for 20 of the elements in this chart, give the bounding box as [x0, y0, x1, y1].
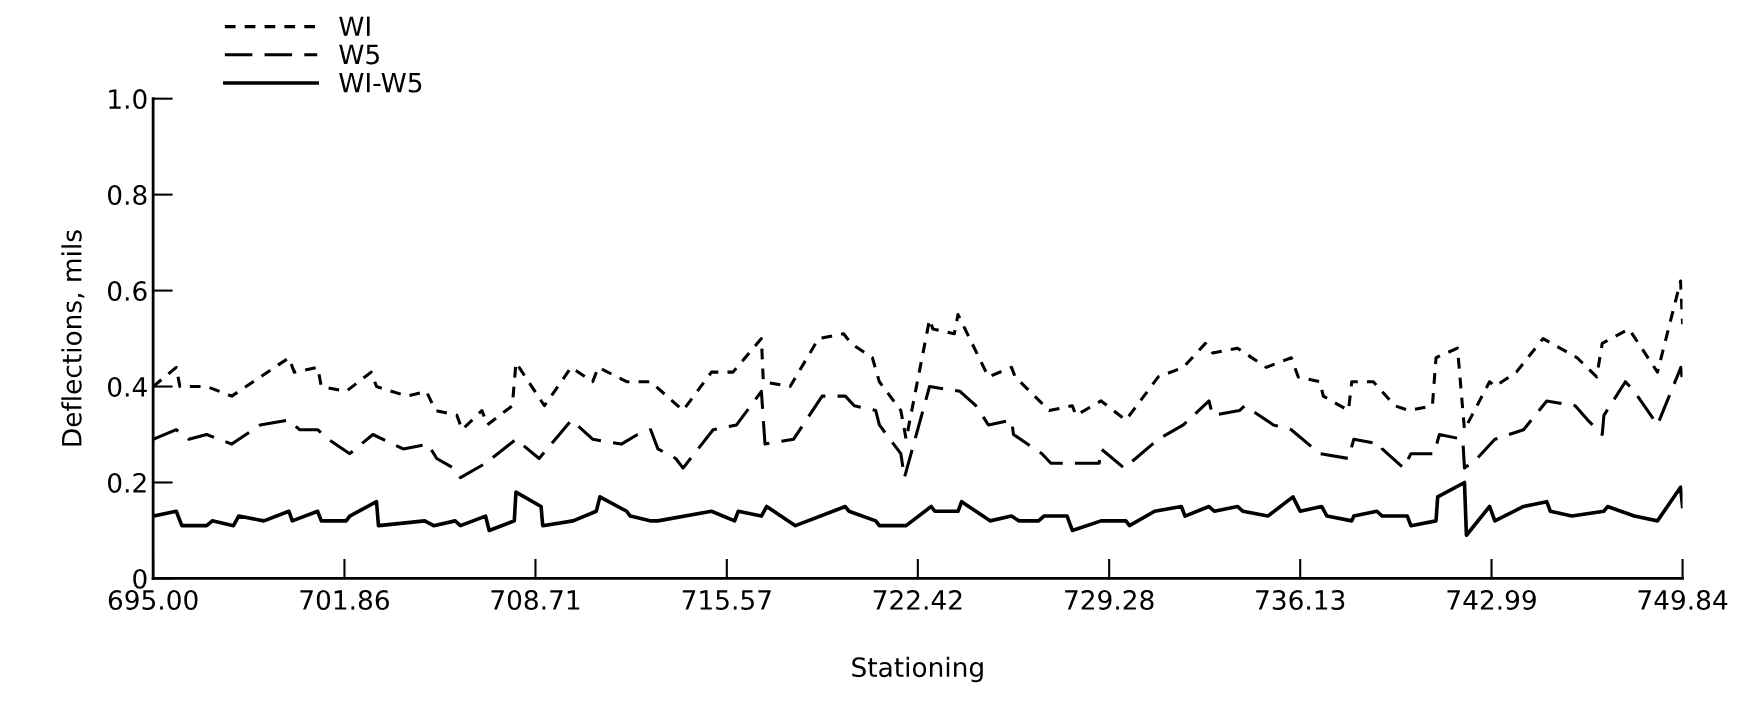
y-tick-label: 1.0: [109, 89, 147, 110]
y-tick-label: 0.4: [108, 376, 147, 397]
legend-label: WI: [339, 16, 370, 36]
y-tick-label: 0.2: [108, 472, 146, 493]
x-tick-label: 695.00: [108, 590, 198, 610]
y-tick-label: 0: [133, 568, 147, 589]
x-tick-label: 715.57: [682, 590, 771, 610]
x-tick-label: 736.13: [1256, 590, 1345, 610]
x-tick-label: 742.99: [1447, 590, 1536, 610]
legend-label: WI-W5: [339, 72, 422, 93]
x-tick-label: 749.84: [1638, 590, 1728, 610]
x-axis-title: Stationing: [852, 656, 983, 683]
y-axis-title: Deflections, mils: [61, 230, 85, 446]
x-tick-label: 708.71: [491, 590, 580, 610]
x-tick-label: 701.86: [300, 590, 389, 610]
legend-label: W5: [339, 44, 379, 65]
y-tick-label: 0.6: [108, 281, 147, 301]
x-tick-label: 729.28: [1065, 590, 1154, 610]
y-tick-label: 0.8: [108, 185, 147, 206]
x-tick-label: 722.42: [873, 590, 962, 610]
